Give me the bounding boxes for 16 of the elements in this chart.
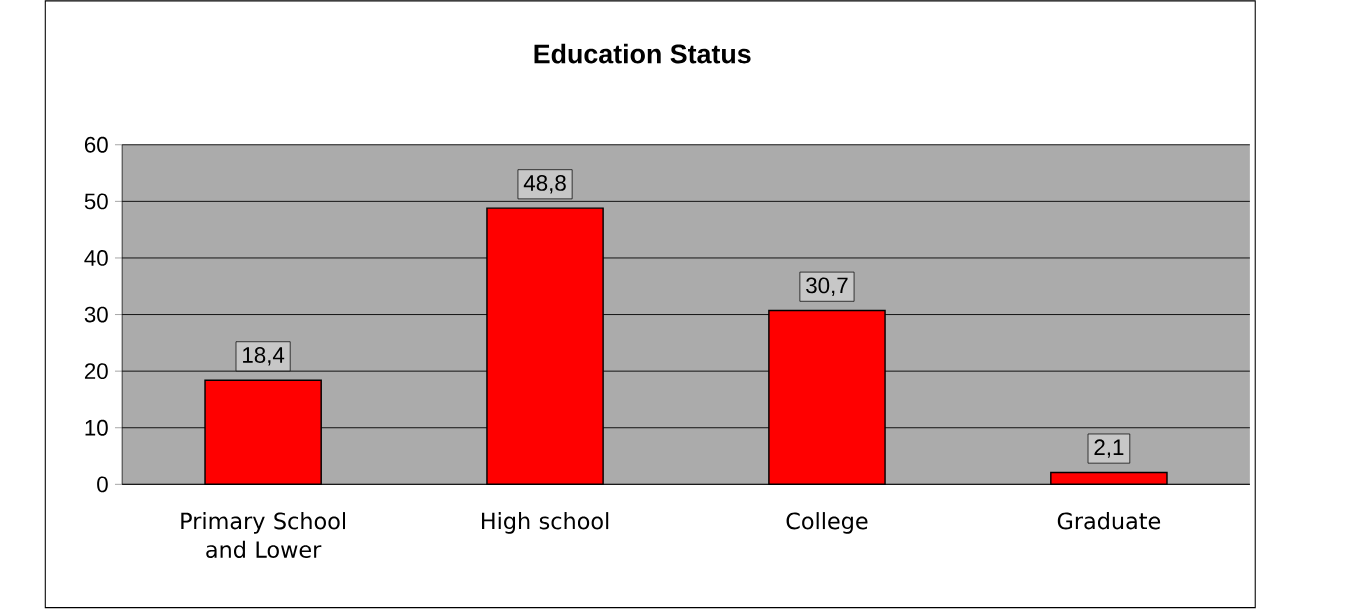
x-tick-label: Graduate [1057,511,1161,530]
y-tick-label: 40 [84,249,108,266]
y-tick-label: 20 [84,363,108,379]
x-tick-label: High school [482,511,609,534]
y-tick-label: 60 [84,136,108,153]
y-tick-label: 0 [97,476,108,493]
data-label: 18,4 [243,346,285,366]
y-tick-label: 10 [85,419,108,436]
y-tick-label: 30 [84,306,108,323]
x-tick-label: College [786,511,868,534]
data-label: 2,1 [1094,439,1124,458]
y-tick-label: 50 [84,193,108,210]
data-label: 48,8 [523,174,566,194]
data-label: 30,7 [806,277,848,296]
chart-title: Education Status [534,43,751,64]
x-tick-label: Primary School and Lower [181,511,345,558]
